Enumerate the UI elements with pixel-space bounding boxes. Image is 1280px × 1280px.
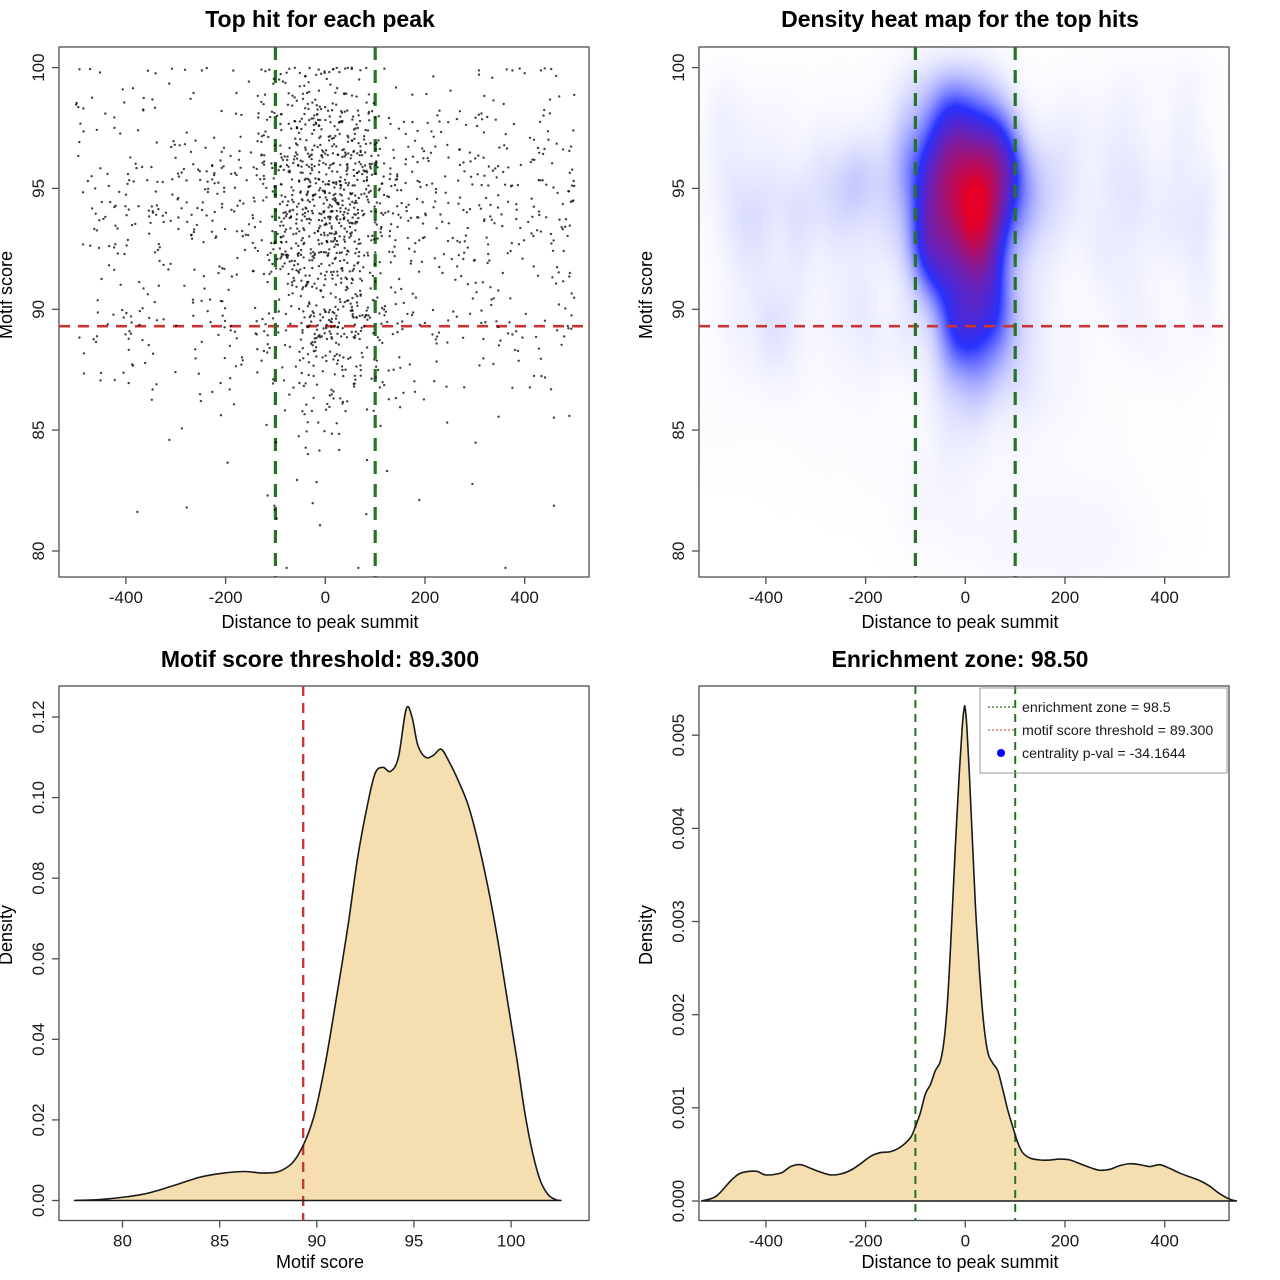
svg-text:100: 100 bbox=[497, 1232, 525, 1251]
svg-text:400: 400 bbox=[1151, 588, 1179, 607]
svg-text:-400: -400 bbox=[749, 1232, 783, 1251]
svg-text:-200: -200 bbox=[209, 588, 243, 607]
svg-text:85: 85 bbox=[669, 421, 688, 440]
svg-text:centrality p-val = -34.1644: centrality p-val = -34.1644 bbox=[1022, 746, 1186, 762]
svg-text:0: 0 bbox=[321, 588, 330, 607]
svg-text:0.06: 0.06 bbox=[29, 942, 48, 975]
svg-text:0.003: 0.003 bbox=[669, 900, 688, 943]
svg-text:85: 85 bbox=[210, 1232, 229, 1251]
svg-text:95: 95 bbox=[29, 179, 48, 198]
svg-text:0.04: 0.04 bbox=[29, 1023, 48, 1056]
svg-text:0: 0 bbox=[961, 1232, 970, 1251]
svg-text:90: 90 bbox=[669, 300, 688, 319]
svg-text:200: 200 bbox=[1051, 1232, 1079, 1251]
svg-text:enrichment zone = 98.5: enrichment zone = 98.5 bbox=[1022, 700, 1171, 716]
svg-text:-200: -200 bbox=[849, 588, 883, 607]
svg-text:90: 90 bbox=[29, 300, 48, 319]
svg-text:90: 90 bbox=[307, 1232, 326, 1251]
svg-text:80: 80 bbox=[669, 542, 688, 561]
svg-text:100: 100 bbox=[29, 53, 48, 81]
svg-text:0.004: 0.004 bbox=[669, 807, 688, 850]
svg-text:0.10: 0.10 bbox=[29, 781, 48, 814]
svg-text:85: 85 bbox=[29, 421, 48, 440]
svg-text:80: 80 bbox=[29, 542, 48, 561]
svg-text:-200: -200 bbox=[849, 1232, 883, 1251]
svg-text:0.12: 0.12 bbox=[29, 700, 48, 733]
svg-text:400: 400 bbox=[1151, 1232, 1179, 1251]
svg-text:0.000: 0.000 bbox=[669, 1180, 688, 1223]
svg-text:0.00: 0.00 bbox=[29, 1184, 48, 1217]
svg-text:200: 200 bbox=[411, 588, 439, 607]
svg-text:motif score threshold = 89.300: motif score threshold = 89.300 bbox=[1022, 723, 1213, 739]
svg-text:0.08: 0.08 bbox=[29, 862, 48, 895]
svg-text:-400: -400 bbox=[749, 588, 783, 607]
svg-text:95: 95 bbox=[669, 179, 688, 198]
svg-text:0.001: 0.001 bbox=[669, 1087, 688, 1130]
svg-text:0: 0 bbox=[961, 588, 970, 607]
svg-text:95: 95 bbox=[404, 1232, 423, 1251]
svg-text:100: 100 bbox=[669, 53, 688, 81]
svg-text:0.002: 0.002 bbox=[669, 993, 688, 1036]
svg-text:80: 80 bbox=[113, 1232, 132, 1251]
svg-text:-400: -400 bbox=[109, 588, 143, 607]
svg-text:400: 400 bbox=[511, 588, 539, 607]
svg-text:200: 200 bbox=[1051, 588, 1079, 607]
svg-text:0.02: 0.02 bbox=[29, 1103, 48, 1136]
svg-text:0.005: 0.005 bbox=[669, 714, 688, 757]
